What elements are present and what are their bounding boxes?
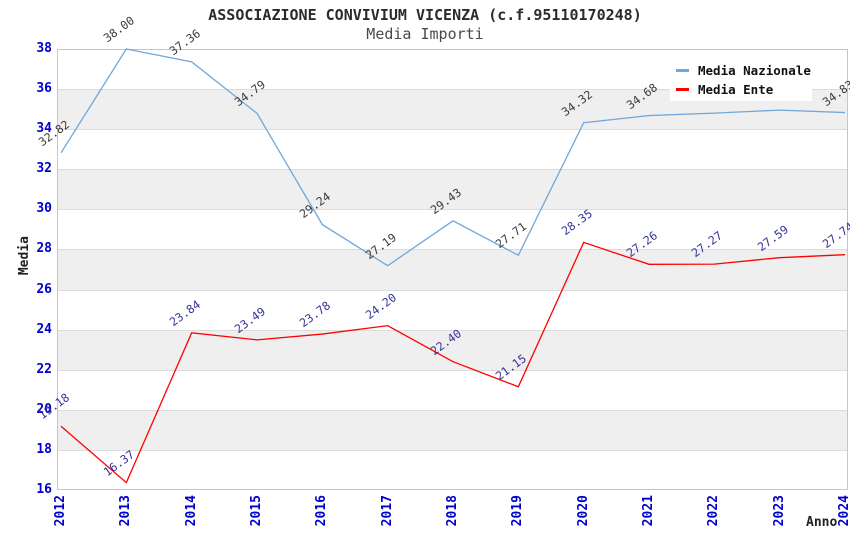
legend: Media Nazionale Media Ente	[670, 57, 812, 101]
y-tick-34: 34	[36, 121, 52, 137]
y-tick-18: 18	[36, 441, 52, 457]
line-media-nazionale	[60, 48, 846, 267]
y-tick-20: 20	[36, 401, 52, 417]
gridline-32	[58, 169, 847, 171]
y-tick-22: 22	[36, 361, 52, 377]
gray-band-26-28	[58, 249, 847, 290]
gridline-34	[58, 129, 847, 131]
gridline-28	[58, 249, 847, 251]
gridline-26	[58, 289, 847, 291]
line-media-ente	[60, 241, 846, 484]
y-tick-36: 36	[36, 81, 52, 97]
gridline-30	[58, 209, 847, 211]
chart-title: ASSOCIAZIONE CONVIVIUM VICENZA (c.f.9511…	[208, 6, 642, 24]
legend-item-media-nazionale: Media Nazionale	[676, 63, 811, 78]
y-tick-30: 30	[36, 201, 52, 217]
legend-item-media-ente: Media Ente	[676, 82, 773, 97]
y-tick-32: 32	[36, 161, 52, 177]
gridline-24	[58, 329, 847, 331]
gridline-20	[58, 409, 847, 411]
gray-band-30-32	[58, 169, 847, 210]
x-axis-title: Anno	[806, 515, 838, 530]
chart-subtitle: Media Importi	[366, 25, 484, 43]
legend-label-media-nazionale: Media Nazionale	[698, 63, 811, 78]
legend-label-media-ente: Media Ente	[698, 82, 774, 97]
y-tick-16: 16	[36, 482, 52, 497]
gridline-18	[58, 449, 847, 451]
gridline-36	[58, 89, 847, 91]
media-ente-line-swatch	[676, 88, 689, 91]
media-nazionale-line-swatch	[676, 69, 689, 72]
gridline-22	[58, 369, 847, 371]
y-tick-24: 24	[36, 321, 52, 337]
y-tick-28: 28	[36, 241, 52, 257]
y-tick-26: 26	[36, 281, 52, 297]
gray-band-18-20	[58, 409, 847, 450]
y-tick-38: 38	[36, 41, 52, 56]
